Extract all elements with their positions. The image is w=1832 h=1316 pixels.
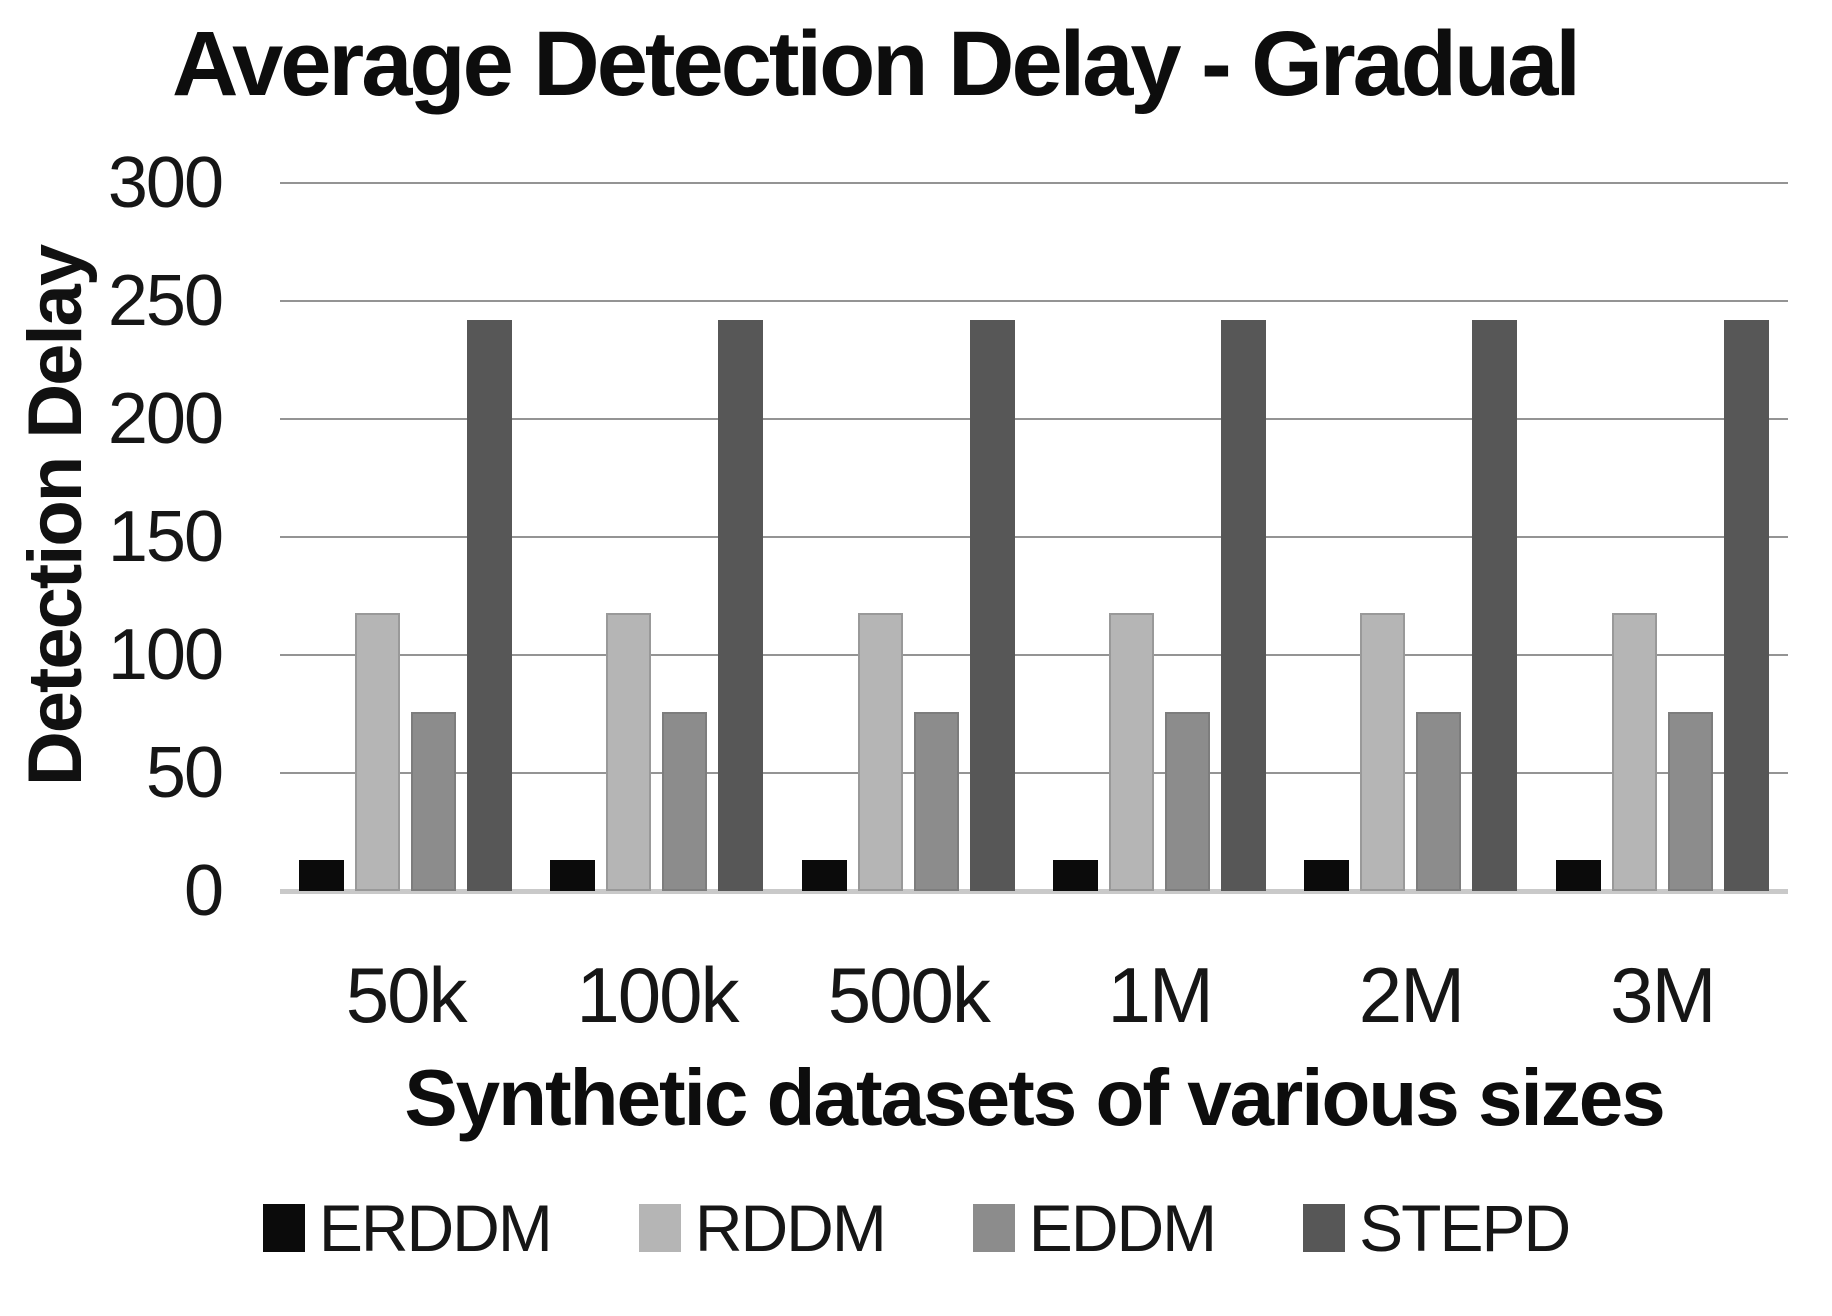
y-tick-label-100: 100 (107, 615, 224, 695)
bar-EDDM-100k (662, 712, 708, 891)
bar-STEPD-50k (467, 320, 513, 891)
bar-group-1M (1034, 183, 1285, 891)
bar-groups (280, 183, 1788, 891)
bar-STEPD-3M (1723, 320, 1769, 891)
x-tick-label-500k: 500k (827, 951, 991, 1039)
bar-group-2M (1285, 183, 1536, 891)
legend-swatch-RDDM (638, 1204, 681, 1252)
legend: ERDDM RDDM EDDM STEPD (0, 1190, 1832, 1266)
bar-ERDDM-50k (299, 860, 345, 891)
bar-group-100k (531, 183, 782, 891)
y-tick-label-200: 200 (107, 379, 224, 459)
legend-label-ERDDM: ERDDM (318, 1191, 553, 1265)
legend-swatch-EDDM (972, 1204, 1015, 1252)
legend-item-EDDM: EDDM (972, 1190, 1217, 1266)
y-tick-label-0: 0 (183, 851, 224, 931)
x-tick-label-100k: 100k (576, 951, 739, 1039)
x-tick-label-3M: 3M (1610, 951, 1716, 1039)
bar-ERDDM-3M (1555, 860, 1601, 891)
gridline-100 (280, 654, 1788, 656)
gridline-300 (280, 182, 1788, 184)
bar-EDDM-500k (913, 712, 959, 891)
bar-ERDDM-100k (550, 860, 596, 891)
bar-ERDDM-1M (1053, 860, 1099, 891)
legend-item-STEPD: STEPD (1303, 1190, 1571, 1266)
legend-label-RDDM: RDDM (694, 1191, 887, 1265)
legend-item-ERDDM: ERDDM (262, 1190, 553, 1266)
bar-RDDM-2M (1360, 613, 1406, 891)
y-tick-label-50: 50 (145, 733, 224, 813)
bar-STEPD-1M (1221, 320, 1267, 891)
x-tick-label-2M: 2M (1358, 951, 1465, 1039)
gridline-200 (280, 418, 1788, 420)
x-axis-title: Synthetic datasets of various sizes (404, 1053, 1665, 1142)
x-axis-line (280, 889, 1788, 894)
plot-area (280, 182, 1788, 894)
legend-label-STEPD: STEPD (1359, 1191, 1571, 1265)
bar-ERDDM-500k (801, 860, 847, 891)
bar-STEPD-500k (969, 320, 1015, 891)
bar-RDDM-100k (606, 613, 652, 891)
bar-EDDM-50k (411, 712, 457, 891)
bar-RDDM-3M (1611, 613, 1657, 891)
x-tick-label-1M: 1M (1107, 951, 1213, 1039)
bar-RDDM-50k (355, 613, 401, 891)
legend-item-RDDM: RDDM (638, 1190, 887, 1266)
legend-swatch-STEPD (1303, 1204, 1346, 1252)
gridline-50 (280, 772, 1788, 774)
bar-RDDM-1M (1109, 613, 1155, 891)
bar-STEPD-100k (718, 320, 764, 891)
bar-ERDDM-2M (1304, 860, 1350, 891)
x-axis-tick-labels: 50k 100k 500k 1M 2M 3M (280, 950, 1788, 1041)
x-tick-label-50k: 50k (345, 951, 468, 1039)
gridline-250 (280, 300, 1788, 302)
bar-EDDM-1M (1165, 712, 1211, 891)
bar-group-50k (280, 183, 531, 891)
bar-group-3M (1537, 183, 1788, 891)
gridline-150 (280, 536, 1788, 538)
chart-title: Average Detection Delay - Gradual (172, 13, 1581, 115)
y-tick-label-250: 250 (107, 261, 224, 341)
legend-label-EDDM: EDDM (1028, 1191, 1217, 1265)
legend-swatch-ERDDM (262, 1204, 305, 1252)
y-tick-label-150: 150 (107, 497, 224, 577)
bar-group-500k (783, 183, 1034, 891)
bar-EDDM-3M (1667, 712, 1713, 891)
bar-RDDM-500k (857, 613, 903, 891)
y-tick-label-300: 300 (107, 143, 224, 223)
bar-STEPD-2M (1472, 320, 1518, 891)
bar-EDDM-2M (1416, 712, 1462, 891)
